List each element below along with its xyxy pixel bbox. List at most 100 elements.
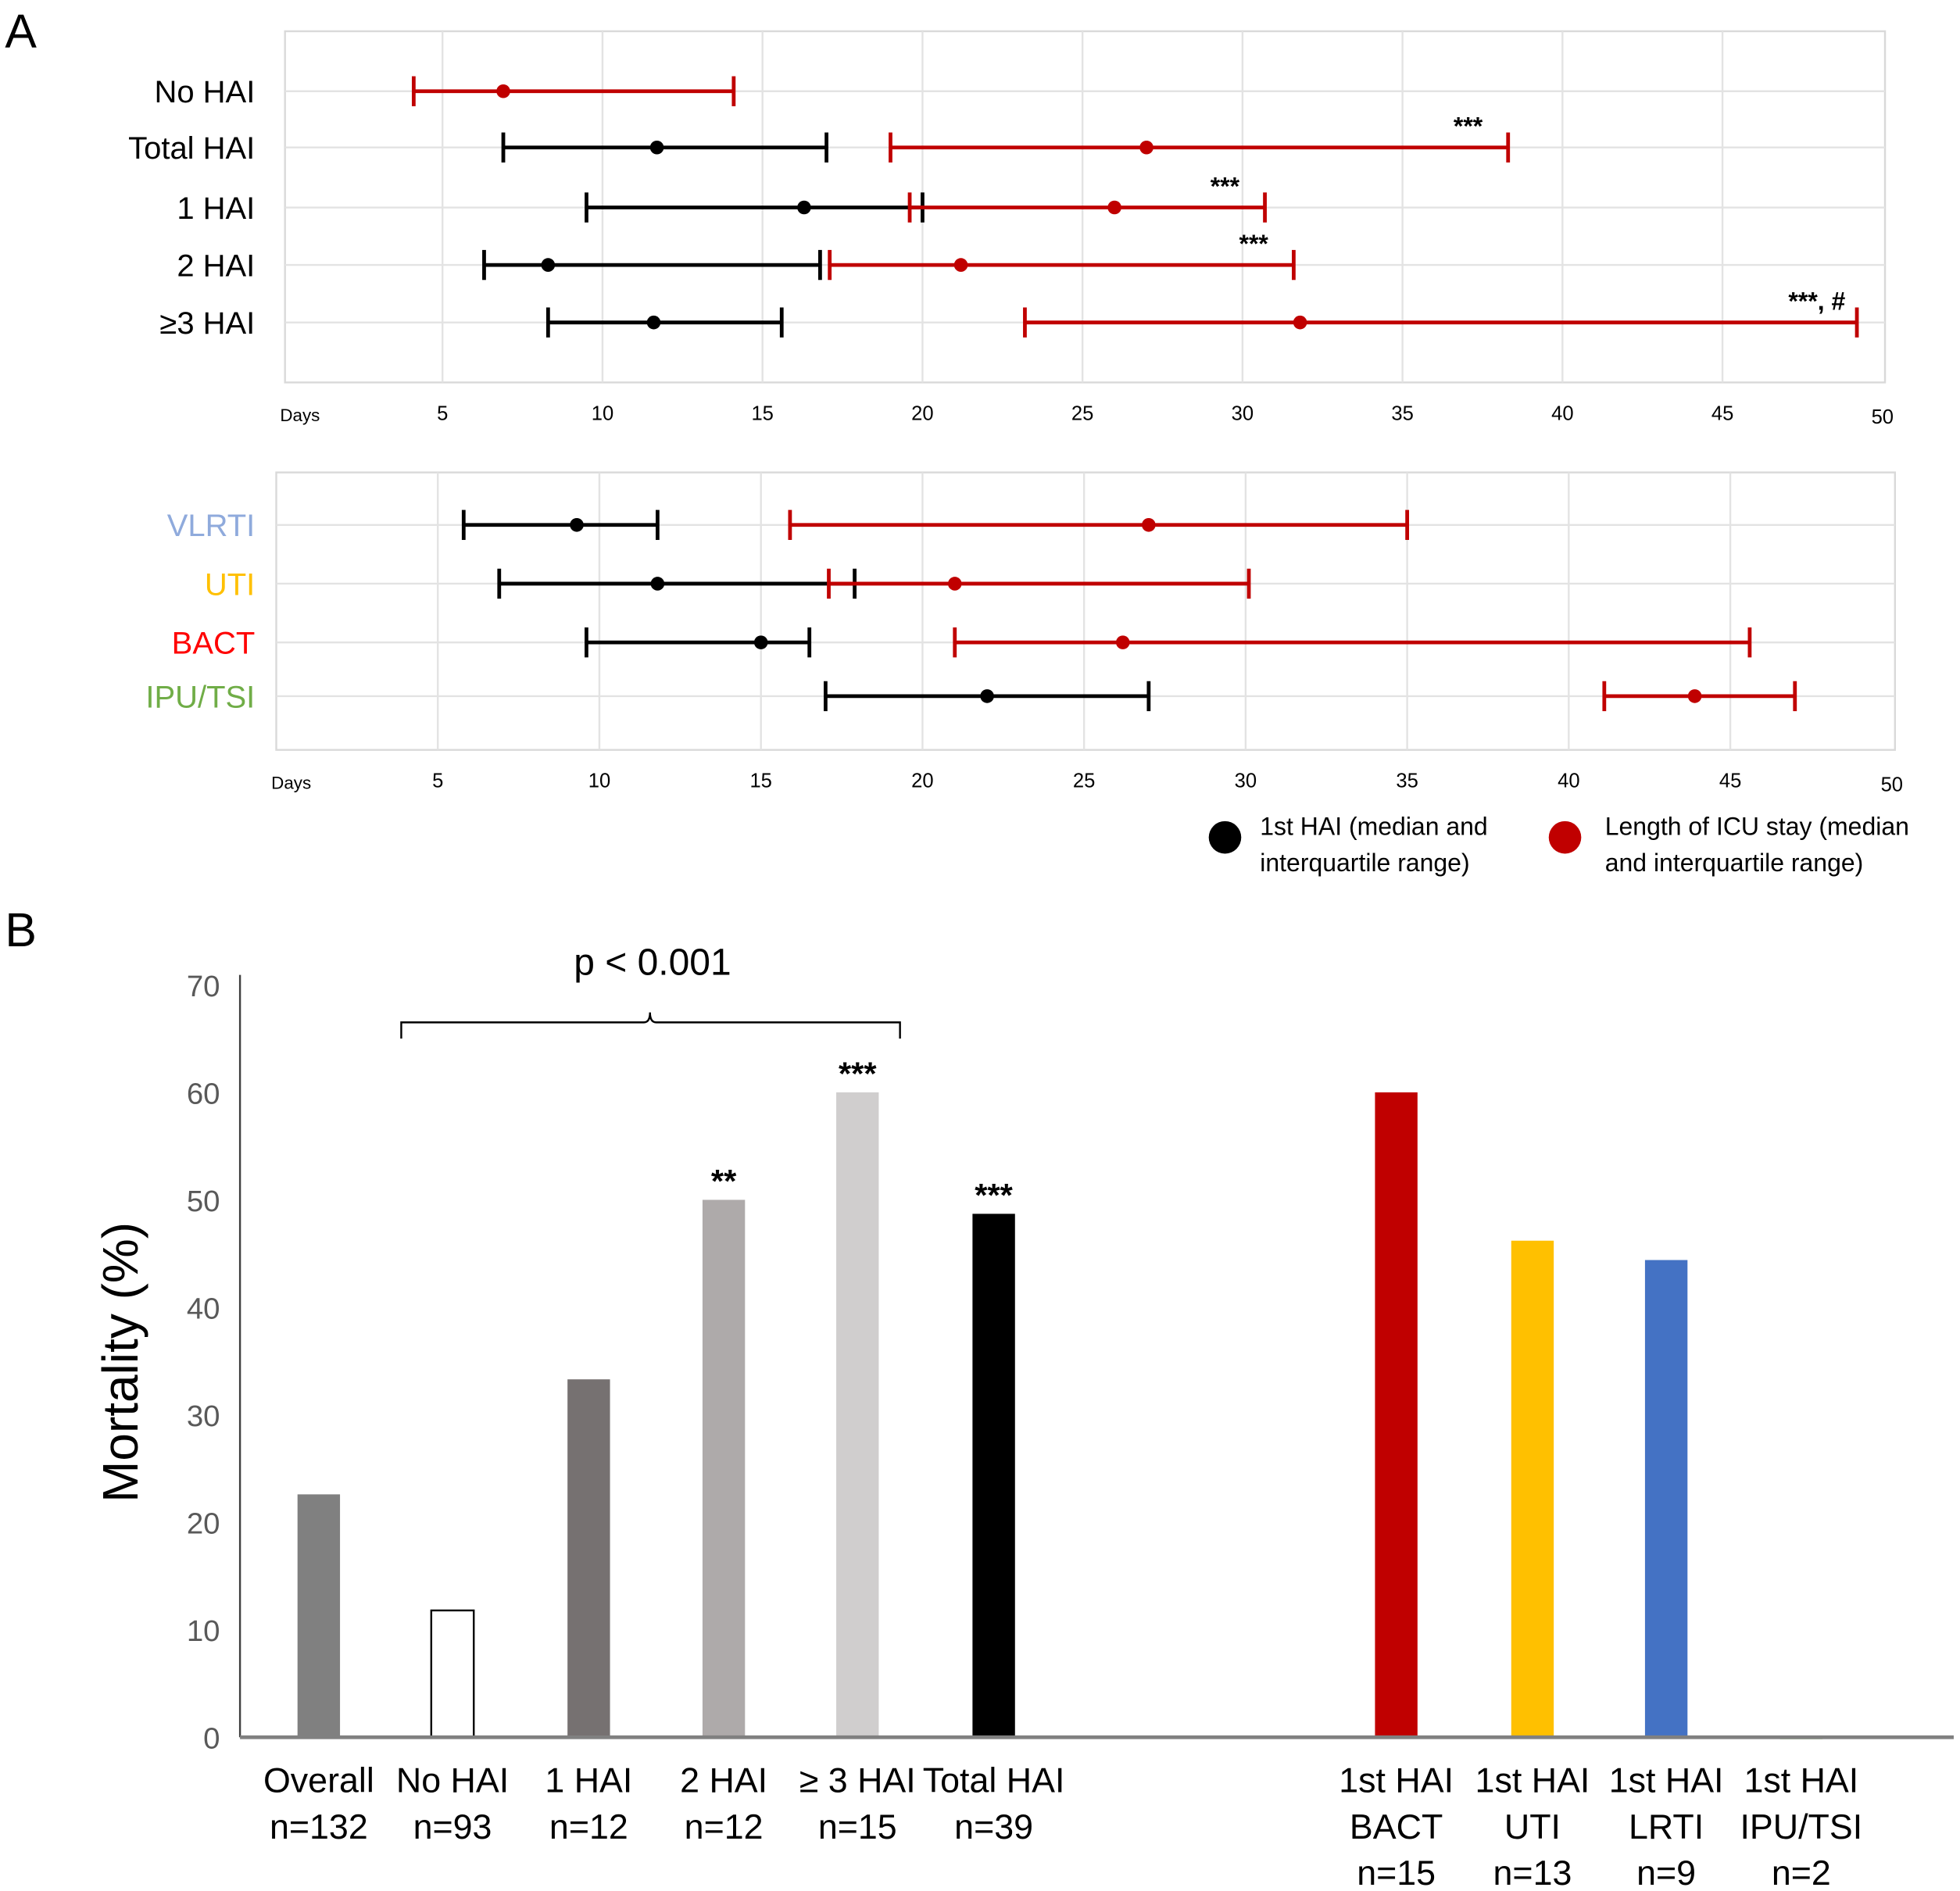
interval-chart-hai-count: 5 10 15 20 25 30 35 40 45 50 Days No HAI Total HAI **… <box>128 30 1894 428</box>
bar <box>567 1379 610 1738</box>
x-tick-label: Total HAI <box>923 1761 1065 1800</box>
significance-bracket <box>400 1012 901 1039</box>
row-label: Total HAI <box>128 131 255 166</box>
x-tick-label: n=9 <box>1636 1853 1696 1891</box>
row-label: ≥3 HAI <box>159 306 255 341</box>
x-tick-label: IPU/TSI <box>1740 1807 1863 1846</box>
x-tick-label: 1st HAI <box>1339 1761 1454 1800</box>
x-tick-label: 10 <box>588 770 610 792</box>
icu_stay-median-dot <box>947 577 962 591</box>
icu_stay-median-dot <box>1139 140 1153 155</box>
x-tick-label: 30 <box>1232 402 1254 424</box>
first_hai-median-dot <box>980 689 994 703</box>
icu_stay-median-dot <box>496 84 510 98</box>
significance-annotation: *** <box>975 1177 1013 1214</box>
x-tick-label: 35 <box>1391 402 1413 424</box>
legend-text-icu_stay: Length of ICU stay (median <box>1605 812 1909 840</box>
legend-marker-first_hai <box>1208 820 1242 854</box>
icu_stay-median-dot <box>953 258 968 272</box>
x-axis-label: Days <box>280 406 320 425</box>
icu_stay-median-dot <box>1107 200 1121 215</box>
x-tick-label: 25 <box>1073 770 1095 792</box>
x-tick-label: n=2 <box>1772 1853 1831 1891</box>
x-tick-label: 20 <box>911 402 933 424</box>
x-tick-label: 10 <box>592 402 613 424</box>
x-tick-label: 2 HAI <box>680 1761 767 1800</box>
icu_stay-median-dot <box>1687 689 1702 703</box>
x-tick-label: 50 <box>1881 774 1903 795</box>
panel-label-b: B <box>5 903 37 956</box>
significance-annotation: *** <box>1211 173 1240 201</box>
first_hai-median-dot <box>649 140 664 155</box>
bracket-annotation: p < 0.001 <box>574 942 731 984</box>
first_hai-median-dot <box>646 315 661 330</box>
x-tick-label: 25 <box>1071 402 1093 424</box>
significance-annotation: *** <box>1239 230 1269 258</box>
bar <box>702 1199 746 1738</box>
bar <box>297 1494 341 1738</box>
x-tick-label: 15 <box>749 770 771 792</box>
x-tick-label: 1st HAI <box>1609 1761 1724 1800</box>
row-label: BACT <box>172 627 256 661</box>
x-tick-label: n=39 <box>954 1807 1033 1846</box>
x-tick-label: n=93 <box>413 1807 492 1846</box>
x-tick-label: 30 <box>1235 770 1257 792</box>
y-tick-label: 60 <box>187 1077 220 1110</box>
first_hai-median-dot <box>541 258 556 272</box>
legend-text-icu_stay: and interquartile range) <box>1605 849 1864 877</box>
first_hai-median-dot <box>797 200 811 215</box>
significance-annotation: ***, # <box>1788 288 1845 316</box>
bar <box>1375 1092 1418 1738</box>
y-tick-label: 20 <box>187 1507 220 1541</box>
x-tick-label: n=132 <box>270 1807 368 1846</box>
x-tick-label: BACT <box>1350 1807 1443 1846</box>
x-tick-label: LRTI <box>1629 1807 1704 1846</box>
bar <box>972 1214 1015 1738</box>
row-label: UTI <box>205 567 255 602</box>
interval-chart-hai-type: 5 10 15 20 25 30 35 40 45 50 Days VLRTI UTI BACT IPU/T… <box>145 471 1903 795</box>
x-tick-label: 5 <box>437 402 448 424</box>
y-tick-label: 50 <box>187 1185 220 1218</box>
y-tick-label: 70 <box>187 970 220 1003</box>
bar <box>430 1609 475 1739</box>
x-tick-label: 45 <box>1719 770 1741 792</box>
x-tick-label: 40 <box>1558 770 1579 792</box>
row-label: No HAI <box>154 75 255 109</box>
bar <box>1511 1240 1554 1738</box>
legend-text-first_hai: interquartile range) <box>1260 849 1469 877</box>
row-label: IPU/TSI <box>145 680 255 714</box>
x-tick-label: n=12 <box>685 1807 764 1846</box>
row-label: 2 HAI <box>177 248 255 283</box>
x-tick-label: 1st HAI <box>1744 1761 1858 1800</box>
y-tick-label: 0 <box>203 1722 220 1756</box>
x-tick-label: n=15 <box>818 1807 897 1846</box>
x-tick-label: No HAI <box>396 1761 509 1800</box>
icu_stay-median-dot <box>1293 315 1307 330</box>
x-tick-label: Overall <box>263 1761 374 1800</box>
y-tick-label: 30 <box>187 1399 220 1433</box>
x-tick-label: 1st HAI <box>1475 1761 1590 1800</box>
significance-annotation: *** <box>1454 113 1483 141</box>
first_hai-median-dot <box>570 517 584 532</box>
first_hai-median-dot <box>753 635 768 649</box>
bar <box>1644 1260 1688 1738</box>
x-axis-label: Days <box>271 773 311 792</box>
icu_stay-median-dot <box>1115 635 1130 649</box>
x-tick-label: 50 <box>1872 406 1894 428</box>
x-tick-label: n=12 <box>549 1807 628 1846</box>
x-tick-label: 35 <box>1396 770 1418 792</box>
legend-text-first_hai: 1st HAI (median and <box>1260 812 1487 840</box>
x-tick-label: UTI <box>1504 1807 1561 1846</box>
x-tick-label: 20 <box>911 770 933 792</box>
plot-area <box>275 471 1897 751</box>
panel-label-a: A <box>5 5 37 58</box>
y-axis-label: Mortality (%) <box>92 1222 148 1503</box>
x-tick-label: 45 <box>1711 402 1733 424</box>
significance-annotation: ** <box>711 1163 737 1199</box>
x-tick-label: 1 HAI <box>545 1761 632 1800</box>
row-label: 1 HAI <box>177 191 255 226</box>
legend: 1st HAI (median and interquartile range) L… <box>1208 812 1909 877</box>
first_hai-median-dot <box>650 577 665 591</box>
row-label: VLRTI <box>167 509 256 543</box>
